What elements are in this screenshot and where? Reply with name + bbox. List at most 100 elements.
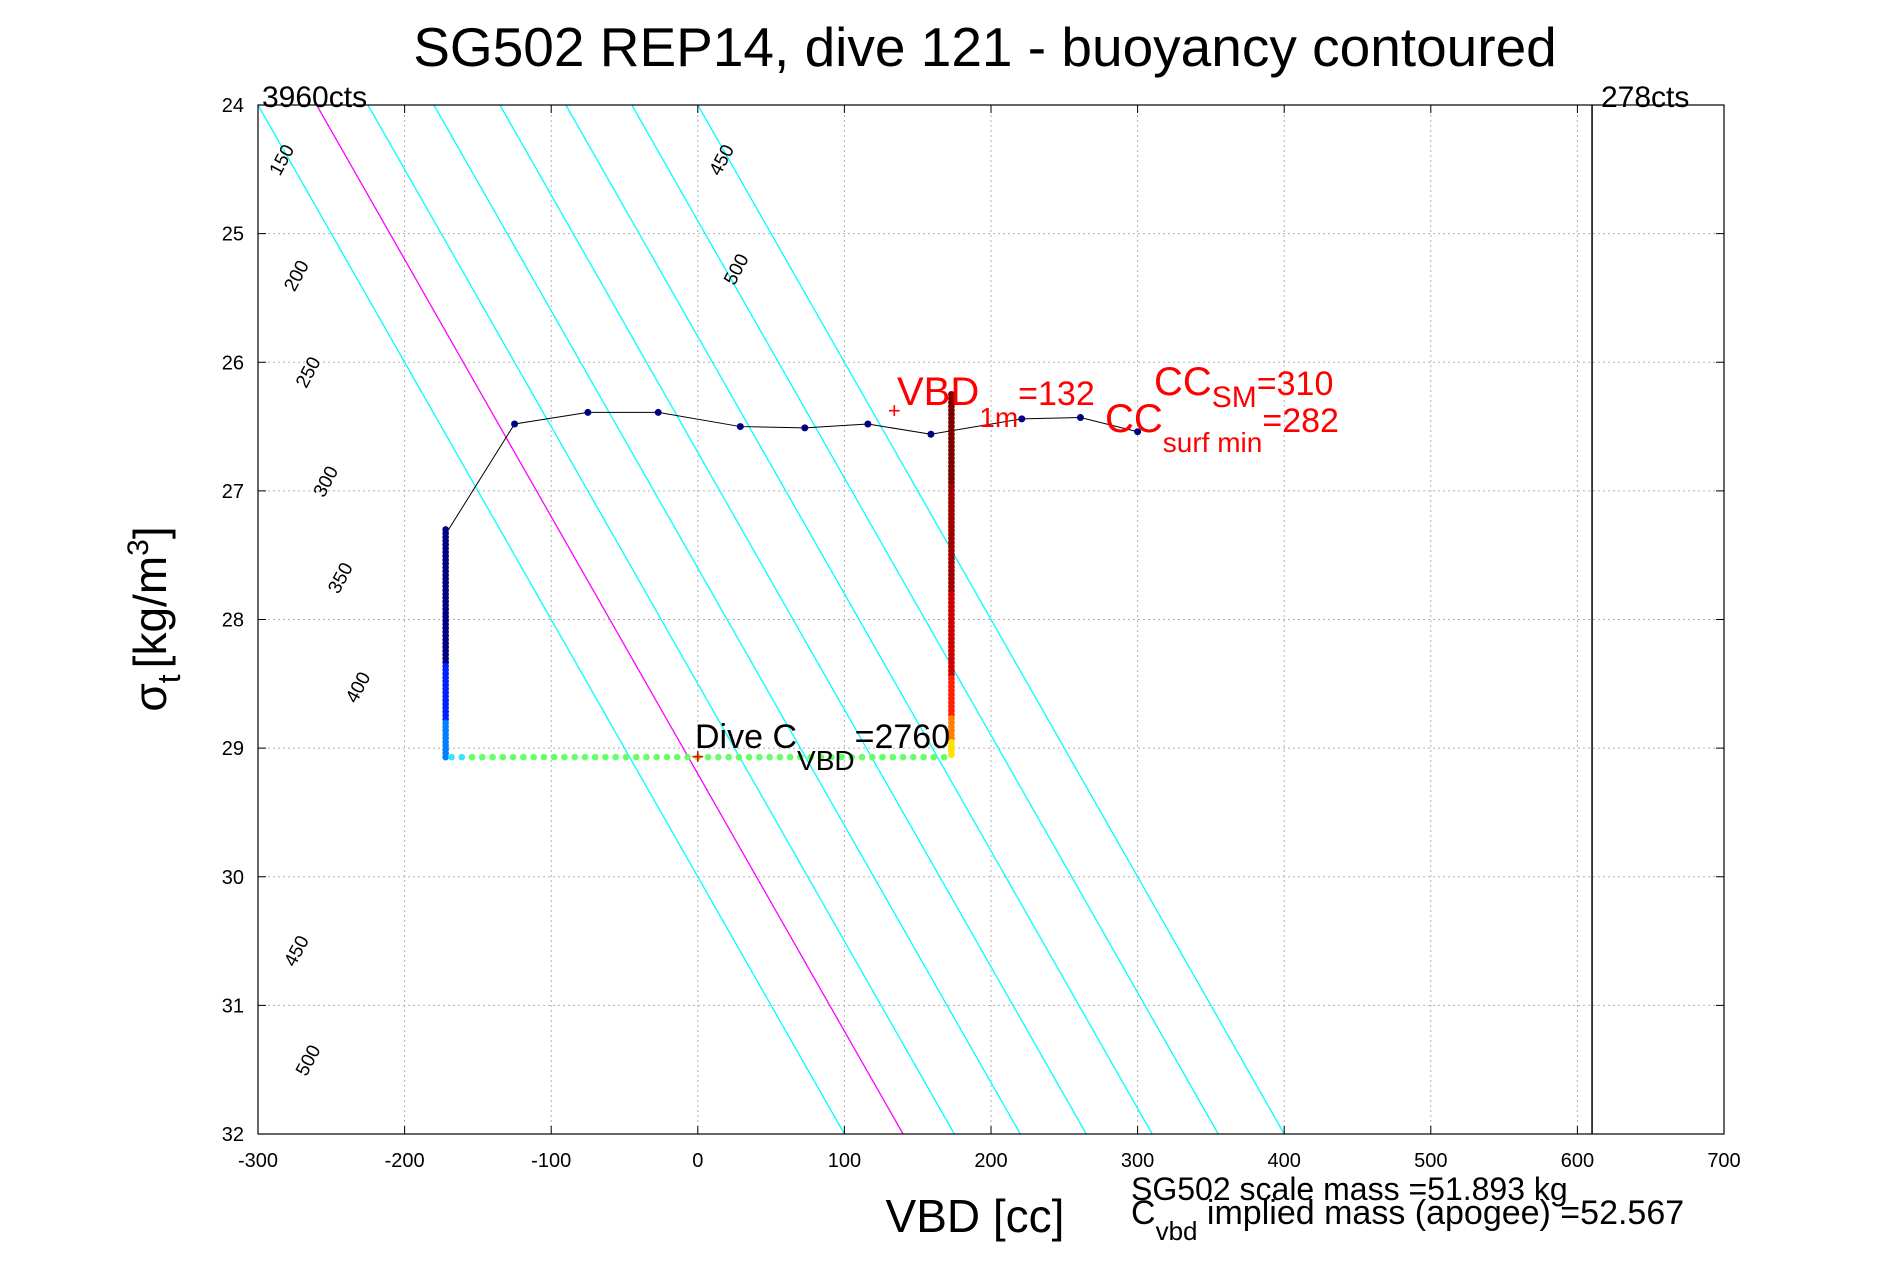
implied-sub: vbd xyxy=(1156,1216,1198,1246)
bottom-track-point xyxy=(612,753,620,761)
bottom-track-point xyxy=(561,753,568,761)
cc-surf-sub: surf min xyxy=(1163,427,1263,458)
climb-point xyxy=(654,408,662,416)
x-tick-label: 300 xyxy=(1121,1150,1154,1172)
dive-cvbd-value: =2760 xyxy=(855,718,951,756)
bottom-track-point xyxy=(499,753,507,761)
implied-mass-text: Cvbd implied mass (apogee) =52.567 xyxy=(1131,1194,1684,1246)
climb-point xyxy=(511,420,519,428)
y-axis-sub: t xyxy=(151,674,187,683)
bottom-track-point xyxy=(827,753,835,761)
climb-point xyxy=(801,424,809,432)
bottom-track-point xyxy=(653,753,661,761)
bottom-track-point xyxy=(694,753,702,761)
max-counts-label: 278cts xyxy=(1601,81,1689,114)
y-axis-close: ] xyxy=(124,526,176,539)
data-layer: ++ xyxy=(442,105,1593,1134)
apogee-point xyxy=(948,751,955,758)
dive-cvbd-sub: VBD xyxy=(797,745,855,776)
contour-line xyxy=(499,105,1087,1134)
vbd-1m-annotation: VBD1m=132 xyxy=(897,370,1095,433)
cc-sm-main: CC xyxy=(1154,360,1212,404)
y-axis-sup: 3 xyxy=(122,539,155,556)
bottom-track-point xyxy=(663,753,671,761)
bottom-track-point xyxy=(643,753,650,761)
x-tick-label: 0 xyxy=(692,1150,703,1172)
bottom-track-point xyxy=(581,753,589,761)
bottom-track-point xyxy=(632,753,640,761)
y-tick-label: 24 xyxy=(222,95,244,117)
climb-point xyxy=(736,423,744,431)
contour-line xyxy=(316,105,904,1134)
dive-cvbd-annotation: Dive CVBD=2760 xyxy=(695,718,950,776)
contour-line xyxy=(631,105,1219,1134)
bottom-track-point xyxy=(725,753,732,761)
x-tick-label: -200 xyxy=(385,1150,425,1172)
bottom-track-point xyxy=(940,753,948,761)
bottom-track-point xyxy=(797,753,804,761)
bottom-track-point xyxy=(715,753,722,761)
climb-point xyxy=(1076,414,1084,422)
bottom-track-point xyxy=(817,753,825,761)
climb-point xyxy=(927,430,935,438)
y-tick-label: 30 xyxy=(222,867,244,889)
bottom-track-point xyxy=(448,753,455,761)
bottom-track-point xyxy=(786,753,794,761)
bottom-track-point xyxy=(848,753,856,761)
bottom-track-point xyxy=(520,753,527,761)
bottom-track-point xyxy=(807,753,814,761)
vbd-1m-main: VBD xyxy=(897,370,979,414)
climb-point xyxy=(864,420,872,428)
contour-line xyxy=(433,105,1021,1134)
bottom-track-point xyxy=(468,753,476,761)
y-tick-label: 29 xyxy=(222,738,244,760)
cc-surf-main: CC xyxy=(1105,397,1163,441)
bottom-track-point xyxy=(458,753,466,761)
dive-cvbd-main: Dive C xyxy=(695,718,797,756)
bottom-track-point xyxy=(776,753,784,761)
axis-ticks: -300 -200 -100 0 100 200 300 400 500 600 700 24 25 26… xyxy=(222,95,1741,1172)
bottom-track-point xyxy=(868,753,876,761)
bottom-track-point xyxy=(858,753,866,761)
cc-surf-value: =282 xyxy=(1262,402,1339,440)
y-axis-units: [kg/m xyxy=(124,556,176,668)
x-axis-label: VBD [cc] xyxy=(886,1190,1065,1242)
cc-sm-sub: SM xyxy=(1212,381,1257,414)
bottom-track-point xyxy=(879,753,886,761)
x-tick-label: -300 xyxy=(238,1150,278,1172)
x-tick-label: -100 xyxy=(531,1150,571,1172)
climb-point xyxy=(1134,428,1142,436)
scale-mass-text: SG502 scale mass =51.893 kg xyxy=(1131,1171,1568,1207)
chart-title: SG502 REP14, dive 121 - buoyancy contour… xyxy=(413,16,1557,78)
bottom-track-point xyxy=(910,753,917,761)
bottom-track-point xyxy=(673,753,681,761)
contour-line xyxy=(258,105,845,1134)
descent-point xyxy=(442,753,449,761)
bottom-track-point xyxy=(540,753,548,761)
y-tick-label: 32 xyxy=(222,1124,244,1146)
bottom-track-point xyxy=(622,753,630,761)
y-tick-label: 27 xyxy=(222,481,244,503)
y-axis-label: σt [kg/m3] xyxy=(122,526,187,711)
y-tick-label: 26 xyxy=(222,352,244,374)
climb-point xyxy=(1018,415,1026,423)
bottom-track-point xyxy=(766,753,773,761)
x-tick-label: 100 xyxy=(828,1150,861,1172)
contour-line xyxy=(367,105,955,1134)
bottom-track-point xyxy=(489,753,496,761)
y-tick-label: 25 xyxy=(222,224,244,246)
bottom-track-point xyxy=(591,753,599,761)
min-counts-label: 3960cts xyxy=(262,81,367,114)
x-tick-label: 400 xyxy=(1268,1150,1301,1172)
bottom-track-point xyxy=(530,753,537,761)
y-axis-symbol: σ xyxy=(124,683,176,711)
cc-sm-annotation: CCSM=310 xyxy=(1154,360,1333,414)
bottom-track-point xyxy=(838,753,845,761)
y-tick-label: 28 xyxy=(222,610,244,632)
bottom-track-point xyxy=(602,753,609,761)
vbd-1m-value: =132 xyxy=(1018,375,1095,413)
x-tick-label: 700 xyxy=(1707,1150,1740,1172)
bottom-track-point xyxy=(704,753,712,761)
bottom-track-point xyxy=(899,753,907,761)
